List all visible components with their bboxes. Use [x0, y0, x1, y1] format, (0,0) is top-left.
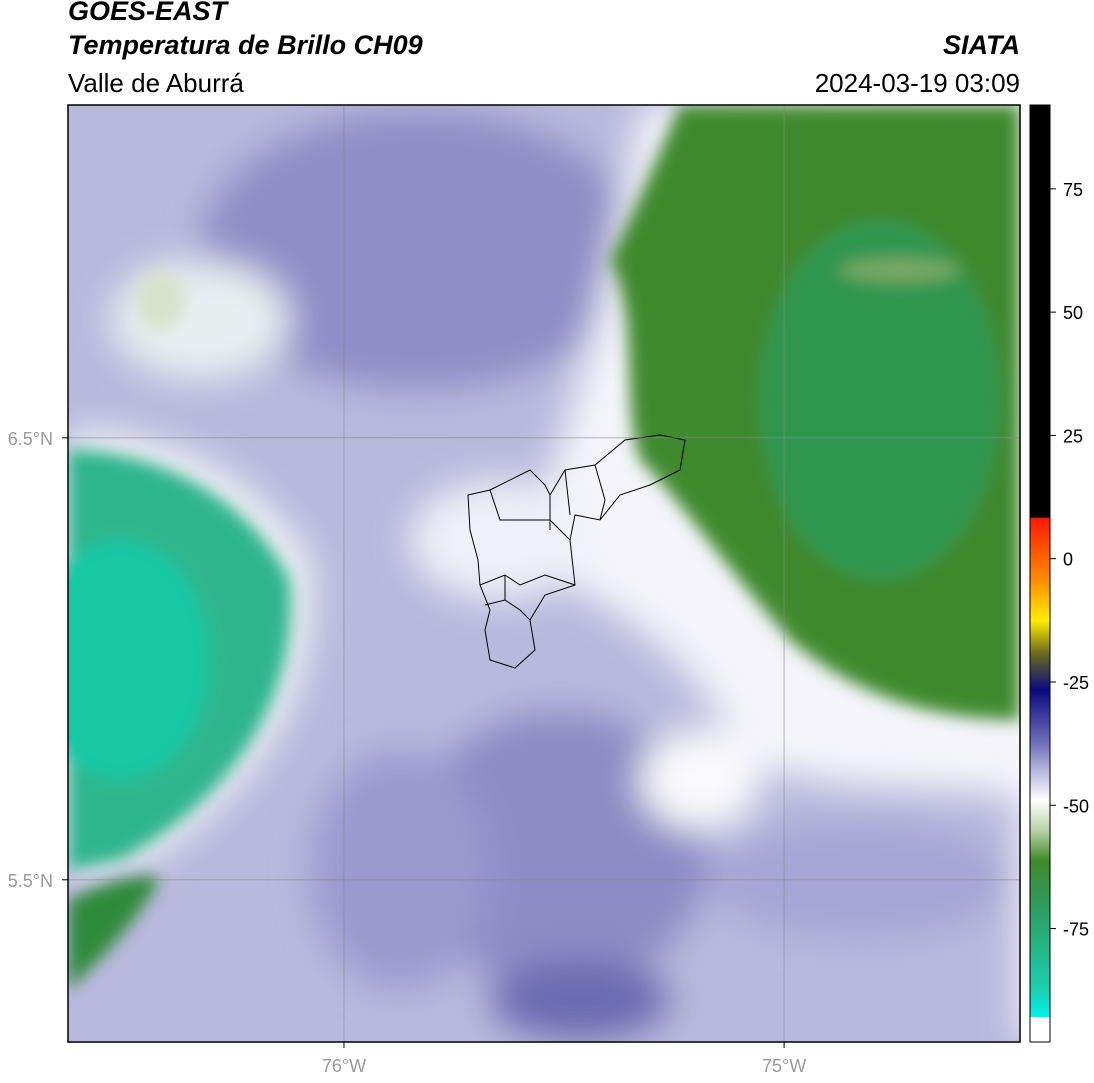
source: SIATA [943, 30, 1020, 60]
municipality-borders [467, 434, 686, 669]
graticule: 76°W 75°W 6.5°N 5.5°N [8, 105, 1020, 1076]
lat-label: 6.5°N [8, 429, 53, 449]
colorbar-label: -75 [1063, 920, 1089, 940]
datetime: 2024-03-19 03:09 [815, 68, 1020, 98]
lon-label: 75°W [762, 1056, 806, 1076]
colorbar-label: 0 [1063, 550, 1073, 570]
title: GOES-EAST [68, 0, 230, 26]
colorbar [1029, 104, 1051, 1043]
colorbar-ticks: 75 50 25 0 -25 -50 -75 [1050, 180, 1089, 940]
colorbar-label: 25 [1063, 426, 1083, 446]
lon-label: 76°W [322, 1056, 366, 1076]
colorbar-label: -25 [1063, 673, 1089, 693]
lat-label: 5.5°N [8, 871, 53, 891]
region: Valle de Aburrá [68, 68, 244, 98]
satellite-image [68, 105, 1020, 1042]
subtitle: Temperatura de Brillo CH09 [68, 30, 423, 60]
colorbar-label: 50 [1063, 303, 1083, 323]
colorbar-label: -50 [1063, 796, 1089, 816]
map-frame [67, 104, 1021, 1043]
colorbar-label: 75 [1063, 180, 1083, 200]
